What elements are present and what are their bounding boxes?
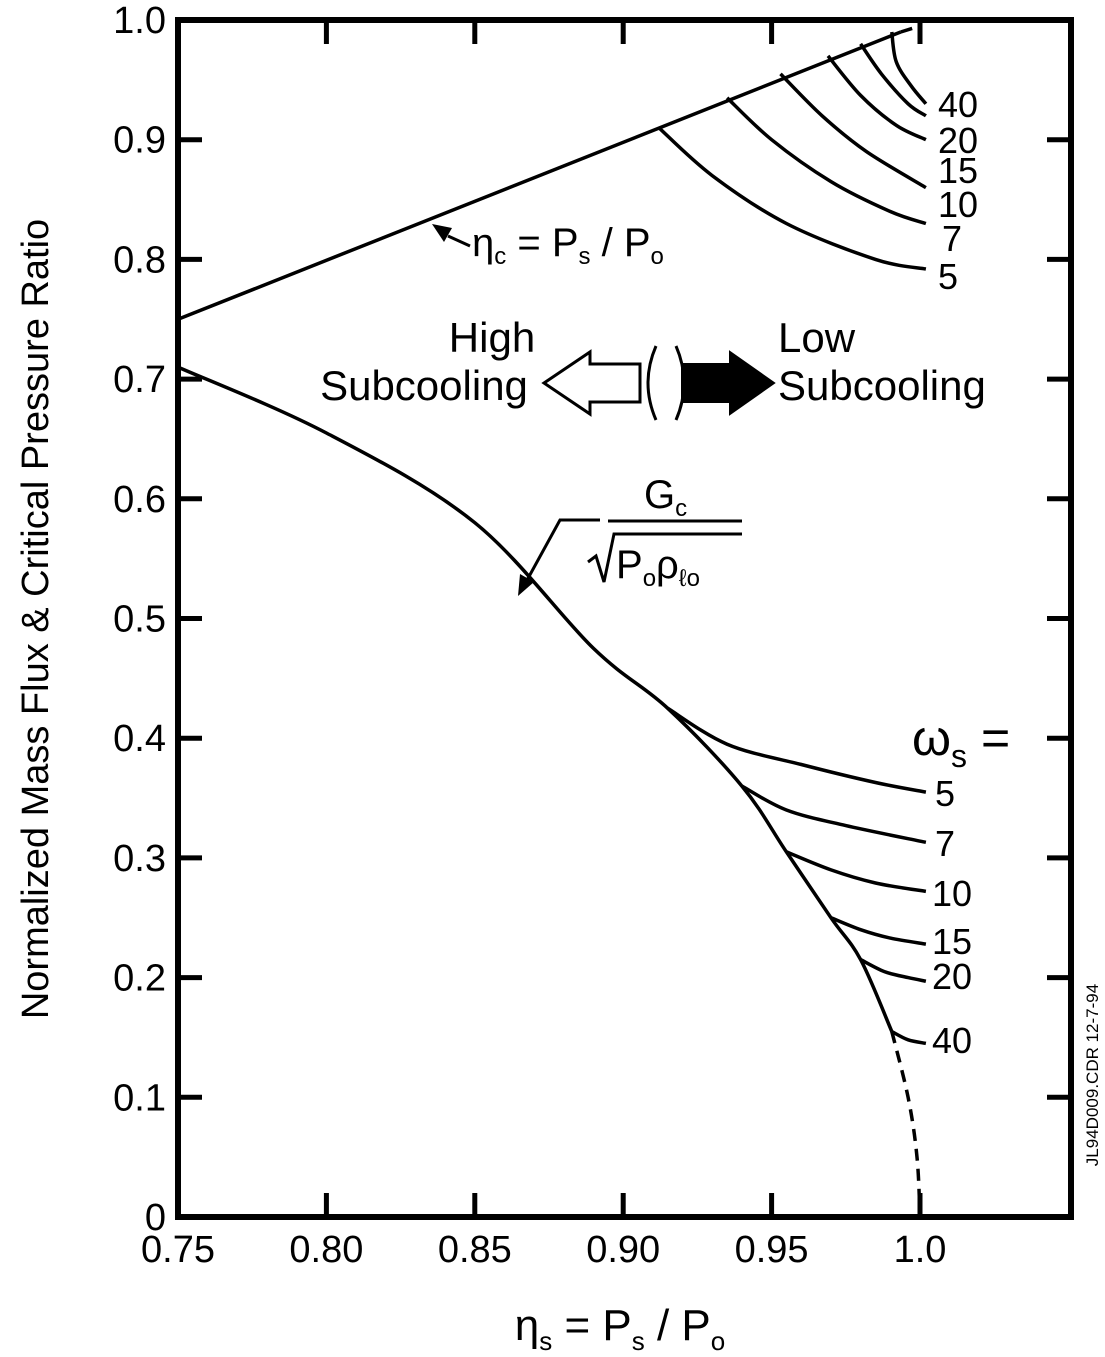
- axis-ticks: [175, 17, 1071, 1220]
- x-axis-label-eq-p: = P: [552, 1301, 632, 1350]
- gc-denominator: Poρℓo: [616, 543, 700, 592]
- x-tick-label-3: 0.90: [586, 1229, 660, 1271]
- eta-c-annotation: ηc = Ps / Po: [472, 221, 664, 270]
- y-tick-label-5: 0.5: [113, 599, 166, 641]
- eta-c-sub-o: o: [651, 243, 664, 270]
- gc-numerator-g: G: [644, 473, 675, 517]
- eta-c-arrowhead: [432, 224, 452, 242]
- y-tick-label-4: 0.4: [113, 718, 166, 760]
- y-tick-label-2: 0.2: [113, 958, 166, 1000]
- y-tick-label-7: 0.7: [113, 359, 166, 401]
- gc-numerator-sub-c: c: [675, 495, 687, 522]
- eta-c-arrow: [447, 234, 471, 248]
- upper-omega-label-4: 7: [942, 218, 962, 259]
- low-label: Low: [778, 314, 856, 361]
- series-lower-w10: [785, 850, 927, 894]
- series-lower-w40: [890, 1029, 927, 1046]
- x-axis-label-eta: η: [515, 1301, 539, 1350]
- series-lower-w20: [859, 958, 927, 983]
- x-axis-label-sub-s2: s: [632, 1326, 645, 1356]
- gc-numerator: Gc: [644, 473, 687, 522]
- axis-tick-labels: 0.75 0.80 0.85 0.90 0.95 1.0 0 0.1 0.2 0.3 0.4 0.5 0…: [113, 0, 946, 1271]
- high-subcooling-label: Subcooling: [320, 362, 528, 409]
- lower-omega-label-4: 20: [932, 956, 972, 997]
- x-tick-label-0: 0.75: [141, 1229, 215, 1271]
- low-subcooling-arrow: [681, 350, 776, 416]
- upper-omega-label-3: 10: [938, 184, 978, 225]
- x-axis-label-slash-p: / P: [645, 1301, 711, 1350]
- gc-sqrt-sign: [587, 532, 742, 583]
- lower-omega-label-1: 7: [935, 823, 955, 864]
- omega-sub-s: s: [951, 738, 967, 774]
- series-lower-w15: [830, 916, 927, 946]
- y-tick-label-3: 0.3: [113, 838, 166, 880]
- lower-omega-label-5: 40: [932, 1020, 972, 1061]
- y-axis-label: Normalized Mass Flux & Critical Pressure…: [15, 219, 57, 1019]
- lower-omega-label-2: 10: [932, 873, 972, 914]
- series-upper-w10: [779, 72, 927, 190]
- y-tick-label-1: 0.1: [113, 1077, 166, 1119]
- series-upper-w5: [657, 126, 927, 271]
- omega-symbol: ω: [912, 710, 951, 766]
- low-subcooling-label: Subcooling: [778, 362, 986, 409]
- gc-arrow: [524, 518, 600, 583]
- omega-label: ωs =: [912, 710, 1010, 774]
- gc-denominator-rho: ρ: [656, 543, 679, 587]
- y-tick-label-9: 0.9: [113, 120, 166, 162]
- series-lower-w5: [666, 706, 927, 794]
- lower-omega-label-0: 5: [935, 773, 955, 814]
- upper-omega-label-1: 20: [938, 120, 978, 161]
- series-eta-c-line: [177, 30, 902, 321]
- y-tick-label-8: 0.8: [113, 239, 166, 281]
- high-subcooling-arrow: [541, 349, 642, 417]
- eta-c-base: η: [472, 221, 494, 265]
- x-tick-label-5: 1.0: [894, 1229, 947, 1271]
- eta-c-sub-c: c: [494, 243, 506, 270]
- side-note: JL94D009.CDR 12-7-94: [1083, 984, 1102, 1166]
- high-label: High: [449, 314, 535, 361]
- x-axis-label: ηs = Ps / Po: [515, 1301, 725, 1356]
- series-upper-w15: [826, 54, 927, 142]
- x-axis-label-sub-s: s: [539, 1326, 552, 1356]
- upper-omega-label-0: 40: [938, 84, 978, 125]
- series-upper-w20: [859, 42, 927, 118]
- series-lower-w7: [741, 784, 927, 845]
- y-tick-label-10: 1.0: [113, 0, 166, 42]
- axis-break-left: [646, 345, 658, 421]
- gc-arrowhead: [518, 574, 534, 596]
- y-tick-label-6: 0.6: [113, 479, 166, 521]
- gc-denominator-sub-lo: ℓo: [679, 565, 700, 592]
- series-mass-flux-envelope-dashed: [890, 1031, 922, 1218]
- y-tick-label-0: 0: [145, 1197, 166, 1239]
- series-eta-c-line-dashed: [900, 24, 921, 34]
- gc-denominator-sub-o: o: [643, 565, 656, 592]
- upper-omega-label-2: 15: [938, 150, 978, 191]
- series-layer: [177, 24, 928, 1218]
- series-upper-w40: [890, 31, 928, 105]
- series-upper-w7: [725, 96, 927, 226]
- upper-omega-label-5: 5: [938, 256, 958, 297]
- x-tick-label-1: 0.80: [289, 1229, 363, 1271]
- x-tick-label-4: 0.95: [735, 1229, 809, 1271]
- gc-denominator-p: P: [616, 543, 643, 587]
- x-tick-label-2: 0.85: [438, 1229, 512, 1271]
- eta-c-eq-p: = P: [506, 221, 578, 265]
- lower-omega-label-3: 15: [932, 921, 972, 962]
- eta-c-sub-s: s: [579, 243, 591, 270]
- x-axis-label-sub-o: o: [711, 1326, 725, 1356]
- omega-equals: =: [967, 710, 1010, 766]
- series-mass-flux-envelope: [177, 365, 894, 1033]
- eta-c-slash-p: / P: [591, 221, 651, 265]
